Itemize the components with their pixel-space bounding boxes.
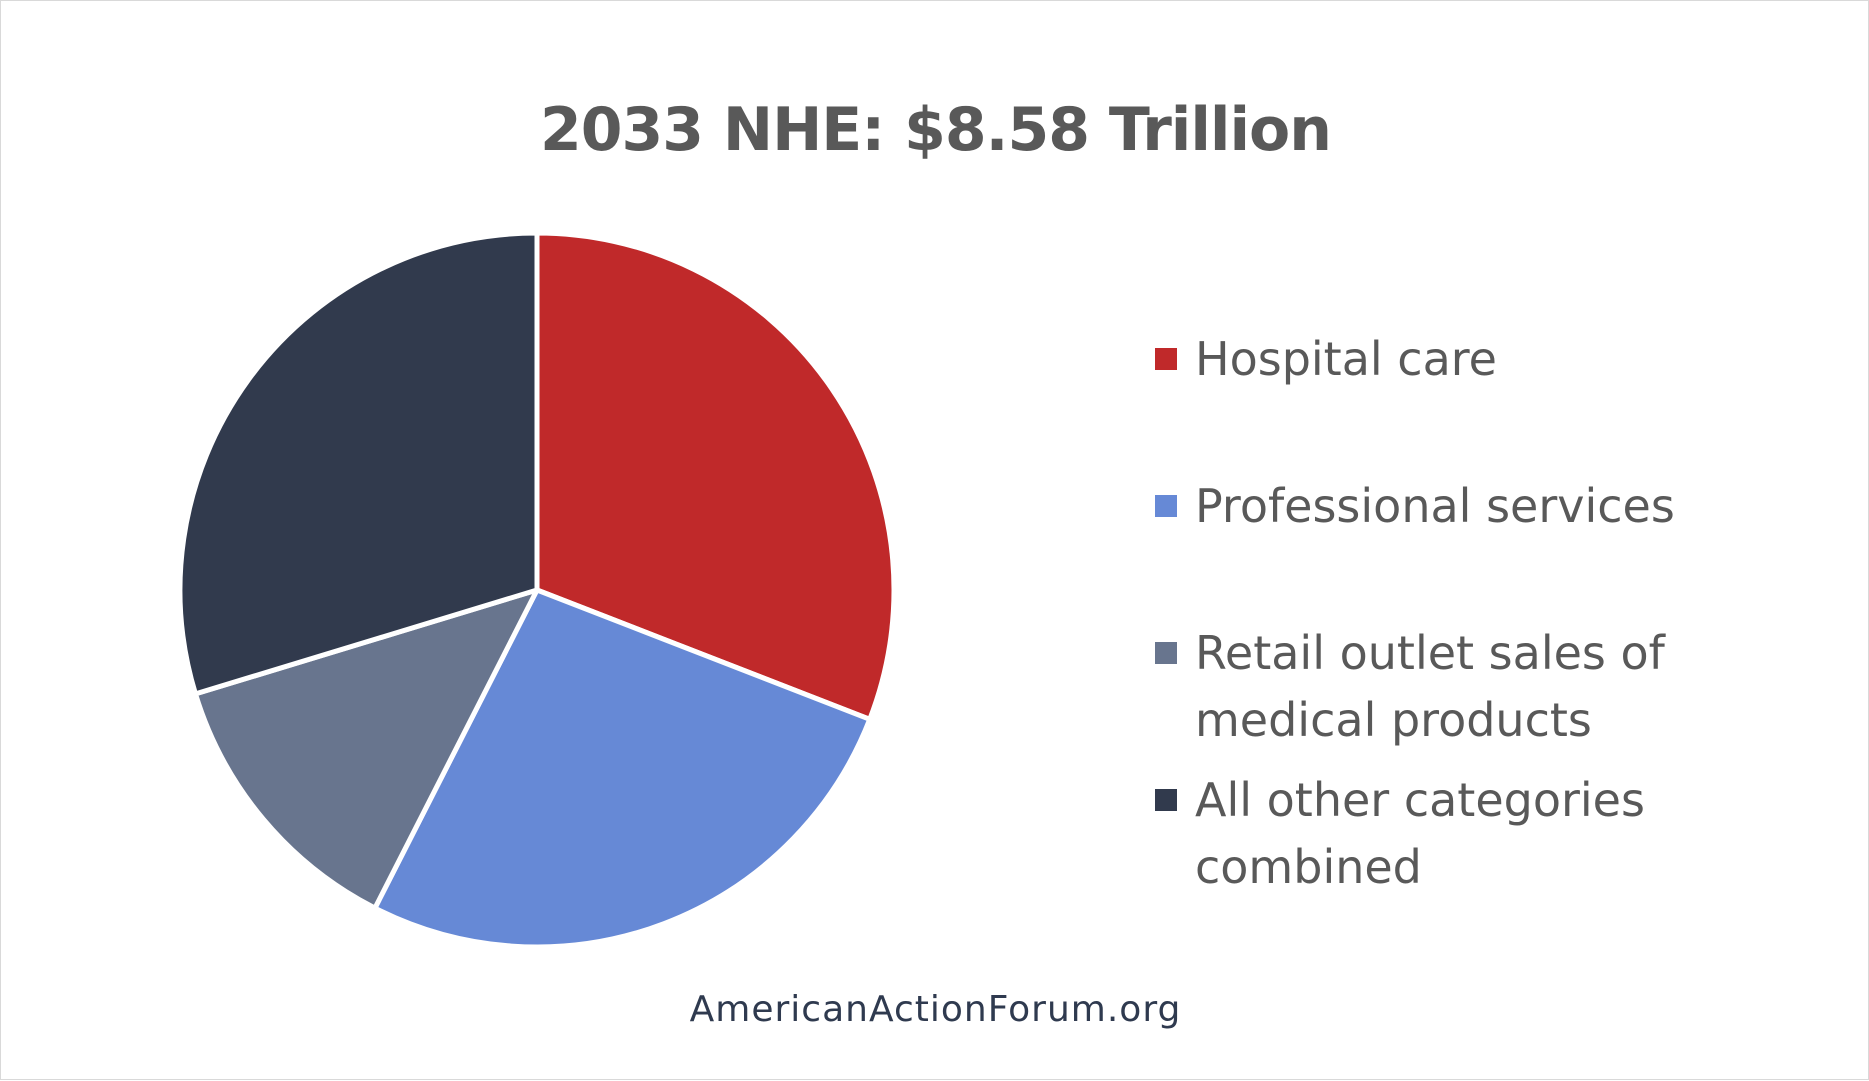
legend-label-all-other-categories: All other categories combined <box>1195 773 1645 894</box>
legend-swatch-retail-outlet-sales <box>1155 642 1177 664</box>
legend-swatch-professional-services <box>1155 495 1177 517</box>
chart-title: 2033 NHE: $8.58 Trillion <box>540 95 1332 165</box>
legend-swatch-hospital-care <box>1155 348 1177 370</box>
pie-slice-professional-services <box>372 587 873 950</box>
legend-swatch-all-other-categories <box>1155 789 1177 811</box>
legend-label-hospital-care: Hospital care <box>1195 332 1497 386</box>
pie-slice-all-other-categories <box>177 230 540 697</box>
legend-label-professional-services: Professional services <box>1195 479 1675 533</box>
source-credit: AmericanActionForum.org <box>689 989 1182 1030</box>
legend-label-retail-outlet-sales: Retail outlet sales of medical products <box>1195 626 1665 747</box>
pie-slice-hospital-care <box>534 230 897 722</box>
